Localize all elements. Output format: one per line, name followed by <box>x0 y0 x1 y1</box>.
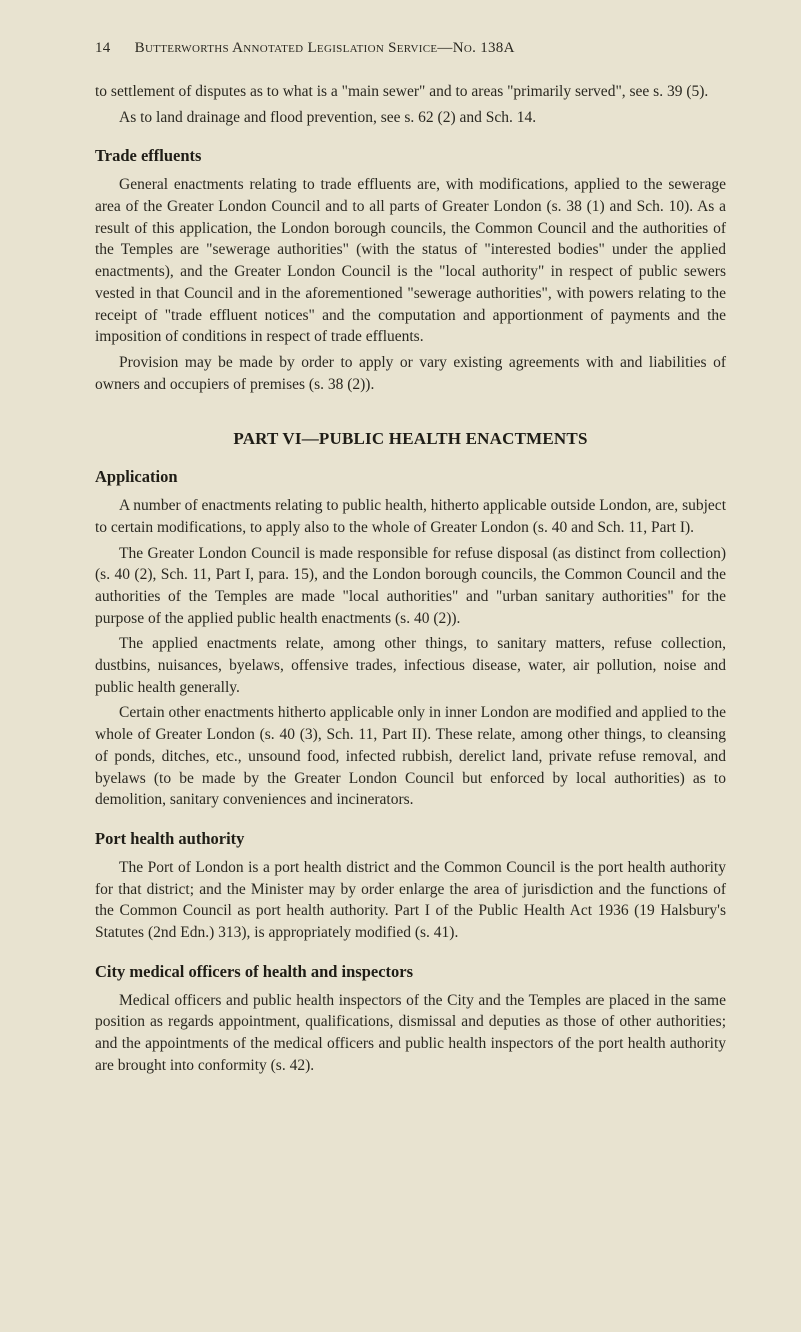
trade-para-2: Provision may be made by order to apply … <box>95 352 726 395</box>
trade-para-1: General enactments relating to trade eff… <box>95 174 726 348</box>
running-header-text: Butterworths Annotated Legislation Servi… <box>135 40 515 56</box>
application-para-3: The applied enactments relate, among oth… <box>95 633 726 698</box>
document-page: 14 Butterworths Annotated Legislation Se… <box>0 0 801 1332</box>
application-para-4: Certain other enactments hitherto applic… <box>95 702 726 810</box>
heading-city-medical: City medical officers of health and insp… <box>95 962 726 982</box>
port-para-1: The Port of London is a port health dist… <box>95 857 726 944</box>
part-heading: PART VI—PUBLIC HEALTH ENACTMENTS <box>95 429 726 449</box>
city-para-1: Medical officers and public health inspe… <box>95 990 726 1077</box>
heading-trade-effluents: Trade effluents <box>95 146 726 166</box>
page-number: 14 <box>95 40 111 57</box>
heading-application: Application <box>95 467 726 487</box>
intro-para-2: As to land drainage and flood prevention… <box>95 107 726 129</box>
running-header: 14 Butterworths Annotated Legislation Se… <box>95 40 726 57</box>
application-para-1: A number of enactments relating to publi… <box>95 495 726 538</box>
intro-para-1: to settlement of disputes as to what is … <box>95 81 726 103</box>
heading-port-health: Port health authority <box>95 829 726 849</box>
application-para-2: The Greater London Council is made respo… <box>95 543 726 630</box>
